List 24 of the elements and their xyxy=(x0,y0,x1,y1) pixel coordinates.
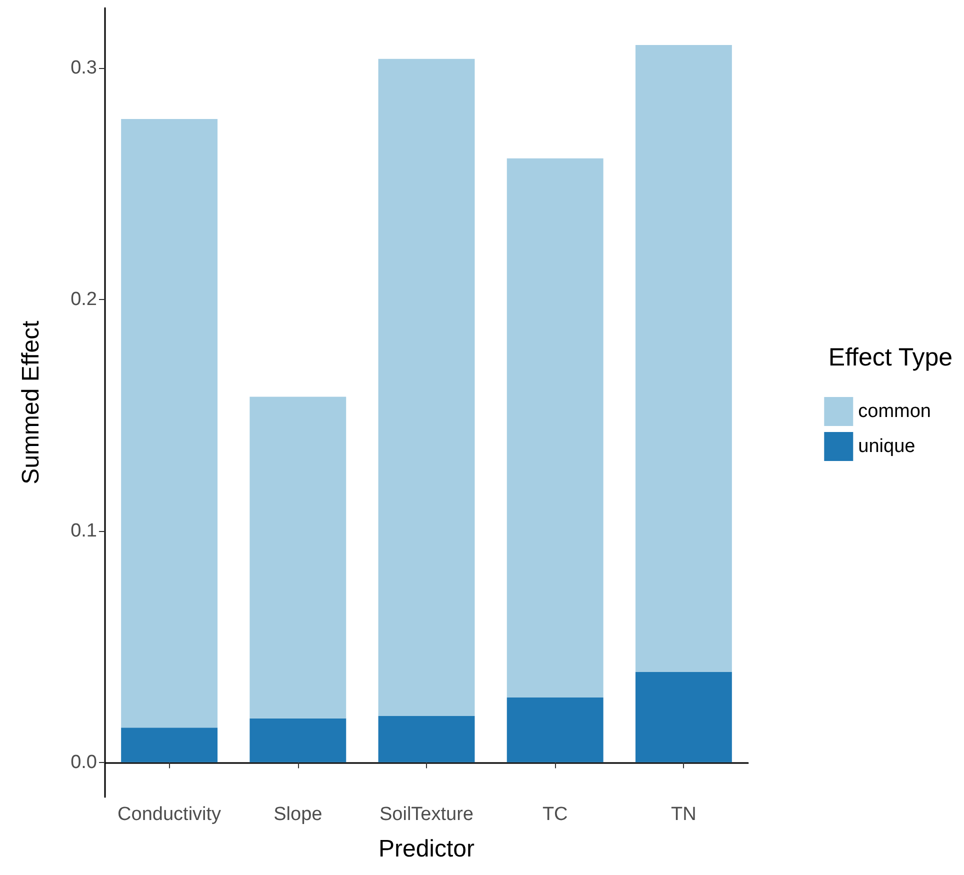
bar xyxy=(121,119,218,728)
bar xyxy=(378,58,475,716)
y-tick-label: 0.2 xyxy=(70,289,97,310)
legend-label: common xyxy=(858,401,932,422)
bar xyxy=(378,716,475,762)
x-axis-title: Predictor xyxy=(378,836,475,862)
y-tick-label: 0.3 xyxy=(70,58,97,79)
bar xyxy=(635,672,732,762)
x-tick-label: TN xyxy=(671,804,696,825)
bar xyxy=(121,728,218,762)
bar xyxy=(250,718,346,762)
bar xyxy=(506,158,604,698)
bar xyxy=(506,698,604,762)
x-tick-label: TC xyxy=(542,804,568,825)
x-tick-label: Slope xyxy=(274,804,322,825)
legend-label: unique xyxy=(858,436,916,457)
y-tick-label: 0.0 xyxy=(70,752,97,773)
y-tick-label: 0.1 xyxy=(70,520,97,542)
x-tick-label: SoilTexture xyxy=(380,804,474,825)
x-tick-label: Conductivity xyxy=(118,804,222,825)
legend-title: Effect Type xyxy=(828,344,953,372)
y-axis-title: Summed Effect xyxy=(18,320,44,484)
bar xyxy=(250,396,346,718)
bar xyxy=(635,45,732,672)
